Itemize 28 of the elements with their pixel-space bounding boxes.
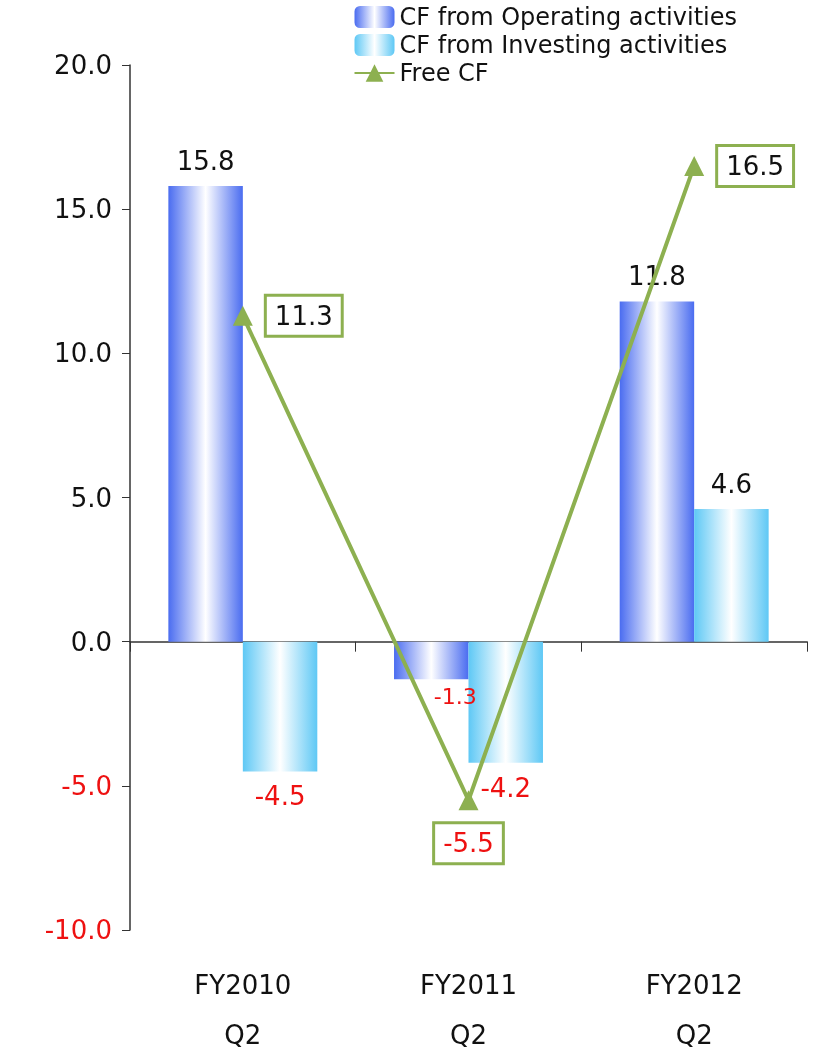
bar [694, 509, 769, 642]
legend-label: CF from Operating activities [399, 3, 738, 31]
data-label: 16.5 [726, 150, 785, 181]
bar [394, 641, 469, 680]
data-label: -4.5 [254, 781, 306, 812]
y-tick-label: 0.0 [70, 626, 112, 657]
legend-label: Free CF [399, 59, 489, 87]
x-tick-label: FY2010 Q2 [194, 970, 292, 1050]
y-tick-label: 5.0 [70, 482, 112, 513]
data-label: -5.5 [443, 828, 494, 859]
point [458, 790, 479, 811]
bar [168, 186, 243, 642]
data-label: -4.2 [480, 772, 532, 803]
y-tick-label: -5.0 [61, 770, 112, 801]
point [684, 155, 705, 176]
x-tick-label: FY2011 Q2 [419, 970, 518, 1050]
bar [619, 301, 695, 642]
data-label: 15.8 [176, 146, 235, 177]
data-label: 4.6 [710, 469, 753, 500]
y-tick-label: 20.0 [54, 50, 112, 80]
y-tick-label: -10.0 [44, 915, 112, 945]
y-tick-label: 10.0 [54, 338, 112, 369]
x-tick-label: FY2012 Q2 [645, 970, 743, 1050]
y-tick-label: 15.0 [54, 194, 112, 225]
data-label: 11.3 [274, 300, 333, 331]
point [232, 305, 253, 326]
bar [242, 641, 318, 772]
legend-label: CF from Investing activities [399, 31, 728, 59]
